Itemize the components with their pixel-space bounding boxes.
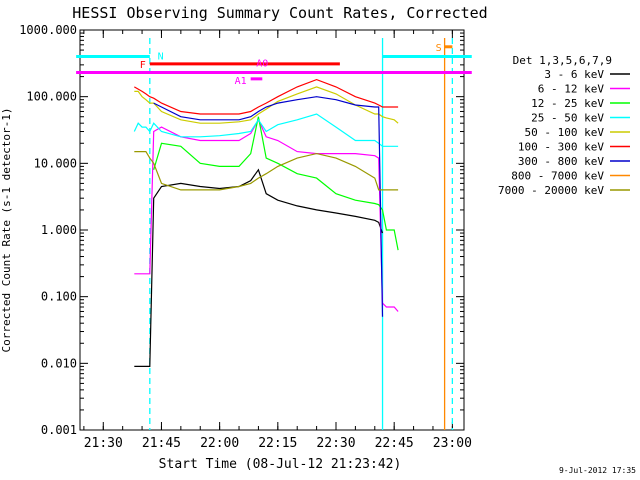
y-tick-label: 100.000 (26, 90, 77, 104)
legend-entry-label: 7000 - 20000 keV (498, 184, 604, 197)
flag-label: N (158, 52, 164, 63)
x-tick-label: 22:30 (316, 436, 355, 451)
legend-entry-label: 12 - 25 keV (531, 97, 604, 110)
x-tick-label: 21:45 (142, 436, 181, 451)
legend-entry-label: 6 - 12 keV (538, 83, 605, 96)
series-line (134, 168, 384, 367)
chart-title: HESSI Observing Summary Count Rates, Cor… (72, 4, 487, 22)
series-line (134, 78, 399, 115)
legend-entry-label: 3 - 6 keV (544, 68, 604, 81)
x-tick-label: 23:00 (433, 436, 472, 451)
legend-entry-label: 100 - 300 keV (518, 141, 604, 154)
y-tick-label: 0.010 (41, 356, 77, 370)
flag-label: A1 (235, 76, 247, 87)
flag-label: A0 (256, 58, 268, 69)
plot-area: 1000.000 100.000 10.000 1.000 0.100 0.010 0.00… (19, 23, 472, 451)
x-tick-label: 22:00 (200, 436, 239, 451)
y-tick-label: 1000.000 (19, 23, 77, 37)
flag-label: F (140, 60, 146, 71)
x-tick-label: 22:45 (375, 436, 414, 451)
legend-entry-label: 25 - 50 keV (531, 112, 604, 125)
x-tick-label: 21:30 (84, 436, 123, 451)
x-tick-label: 22:15 (258, 436, 297, 451)
legend-header: Det 1,3,5,6,7,9 (513, 54, 612, 67)
series-line (153, 96, 384, 317)
y-tick-label: 0.001 (41, 423, 77, 437)
series-line (153, 116, 399, 251)
series-line (134, 151, 399, 191)
y-tick-label: 0.100 (41, 290, 77, 304)
y-tick-label: 1.000 (41, 223, 77, 237)
legend-entry-label: 300 - 800 keV (518, 155, 604, 168)
y-axis-label: Corrected Count Rate (s-1 detector-1) (0, 107, 13, 352)
x-axis-label: Start Time (08-Jul-12 21:23:42) (159, 457, 402, 472)
y-tick-label: 10.000 (34, 156, 77, 170)
series-line (133, 113, 399, 147)
timestamp: 9-Jul-2012 17:35 (559, 466, 636, 475)
flag-label: S (436, 43, 442, 54)
legend-entry-label: 50 - 100 keV (525, 126, 605, 139)
legend-entry-label: 800 - 7000 keV (511, 170, 604, 183)
